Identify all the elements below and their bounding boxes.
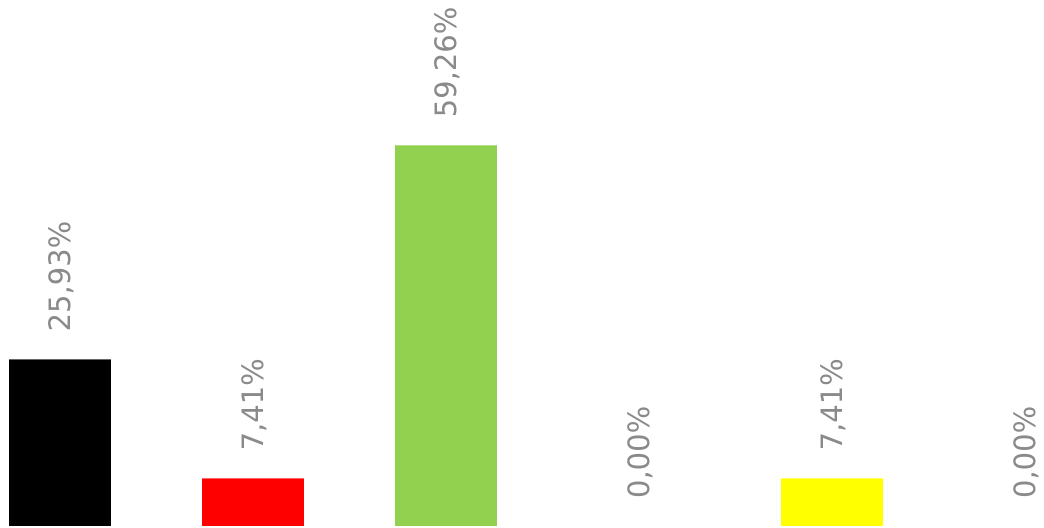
data-label-5: 7,41% bbox=[815, 358, 849, 450]
bars-group bbox=[9, 145, 883, 527]
data-label-6: 0,00% bbox=[1008, 406, 1042, 498]
bar-5 bbox=[781, 478, 883, 526]
data-labels-group: 25,93% 7,41% 59,26% 0,00% 7,41% 0,00% bbox=[43, 7, 1042, 498]
data-label-3: 59,26% bbox=[429, 7, 463, 118]
bar-1 bbox=[9, 359, 111, 526]
bar-2 bbox=[202, 478, 304, 526]
data-label-1: 25,93% bbox=[43, 221, 77, 332]
data-label-2: 7,41% bbox=[236, 358, 270, 450]
data-label-4: 0,00% bbox=[622, 406, 656, 498]
bar-3 bbox=[395, 145, 497, 527]
